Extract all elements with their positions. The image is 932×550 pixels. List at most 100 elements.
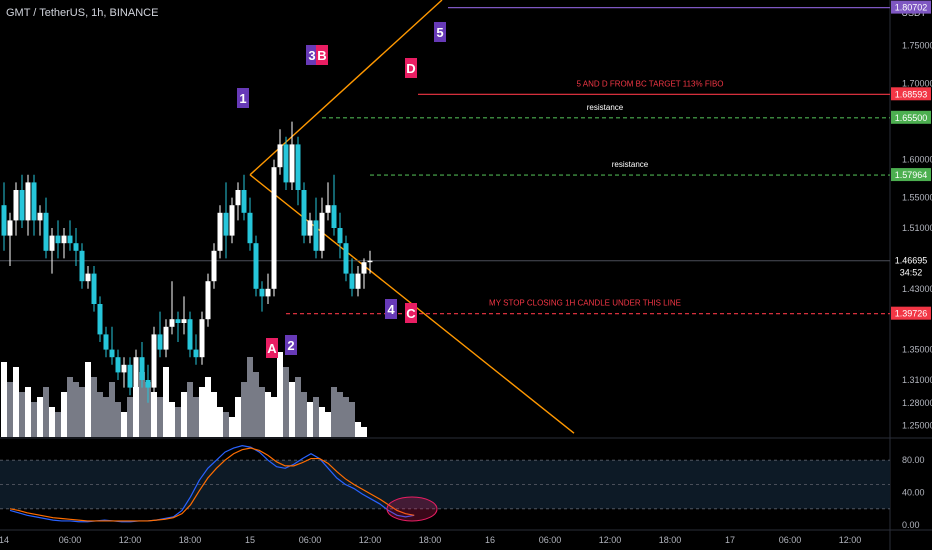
candle-body bbox=[313, 220, 319, 251]
volume-bar bbox=[67, 377, 73, 437]
candle-body bbox=[103, 334, 109, 350]
volume-bar bbox=[271, 397, 277, 437]
wave-label: A bbox=[267, 341, 277, 356]
candle-body bbox=[265, 288, 271, 297]
chart-title: GMT / TetherUS, 1h, BINANCE bbox=[6, 7, 159, 19]
volume-bar bbox=[121, 412, 127, 437]
candle-body bbox=[355, 273, 361, 289]
volume-bar bbox=[25, 387, 31, 437]
volume-bar bbox=[187, 382, 193, 437]
volume-bar bbox=[145, 382, 151, 437]
volume-bar bbox=[115, 402, 121, 437]
candle-body bbox=[247, 212, 253, 244]
last-price-label: 1.46695 bbox=[895, 256, 928, 266]
candle-countdown: 34:52 bbox=[900, 268, 923, 278]
price-tick-label: 1.31000 bbox=[902, 375, 932, 385]
candle-body bbox=[205, 281, 211, 320]
volume-bar bbox=[241, 382, 247, 437]
candle-body bbox=[31, 182, 37, 221]
volume-bar bbox=[205, 377, 211, 437]
time-tick-label: 15 bbox=[245, 535, 255, 545]
volume-bar bbox=[163, 367, 169, 437]
time-tick-label: 18:00 bbox=[659, 535, 682, 545]
candle-body bbox=[19, 190, 25, 221]
level-price-tag bbox=[891, 168, 931, 182]
level-price-label: 1.65500 bbox=[895, 113, 928, 123]
wave-label: 5 bbox=[436, 25, 443, 40]
candle-body bbox=[187, 319, 193, 350]
candle-body bbox=[157, 334, 163, 350]
volume-bar bbox=[13, 367, 19, 437]
candle-body bbox=[337, 228, 343, 244]
stoch-tick-label: 80.00 bbox=[902, 455, 925, 465]
price-tick-label: 1.51000 bbox=[902, 223, 932, 233]
candle-body bbox=[115, 357, 121, 373]
candle-body bbox=[301, 190, 307, 236]
candle-body bbox=[235, 190, 241, 206]
volume-bar bbox=[283, 367, 289, 437]
volume-bar bbox=[349, 402, 355, 437]
level-annotation: MY STOP CLOSING 1H CANDLE UNDER THIS LIN… bbox=[489, 299, 681, 308]
wave-label: 2 bbox=[287, 338, 294, 353]
time-tick-label: 16 bbox=[485, 535, 495, 545]
price-tick-label: 1.28000 bbox=[902, 398, 932, 408]
wave-label-box bbox=[385, 299, 397, 319]
time-tick-label: 14 bbox=[0, 535, 9, 545]
volume-bar bbox=[223, 412, 229, 437]
volume-bar bbox=[325, 412, 331, 437]
candle-body bbox=[145, 380, 151, 388]
wave-label: 4 bbox=[387, 302, 395, 317]
candle-body bbox=[7, 220, 13, 236]
candle-body bbox=[121, 364, 127, 373]
stoch-tick-label: 0.00 bbox=[902, 520, 920, 530]
time-tick-label: 18:00 bbox=[419, 535, 442, 545]
price-tick-label: 1.70000 bbox=[902, 79, 932, 89]
volume-bar bbox=[181, 392, 187, 437]
candle-body bbox=[169, 319, 175, 327]
candle-body bbox=[199, 319, 205, 358]
volume-bar bbox=[265, 392, 271, 437]
candle-body bbox=[217, 212, 223, 251]
wave-label: D bbox=[406, 61, 415, 76]
candle-body bbox=[151, 334, 157, 388]
candle-body bbox=[97, 304, 103, 335]
volume-bar bbox=[1, 362, 7, 437]
volume-bar bbox=[73, 382, 79, 437]
candle-body bbox=[13, 190, 19, 221]
level-price-tag bbox=[891, 306, 931, 320]
volume-bar bbox=[133, 387, 139, 437]
volume-bar bbox=[91, 377, 97, 437]
time-tick-label: 06:00 bbox=[779, 535, 802, 545]
candle-body bbox=[25, 182, 31, 221]
wave-label: B bbox=[317, 48, 326, 63]
time-tick-label: 17 bbox=[725, 535, 735, 545]
wave-label: C bbox=[406, 306, 416, 321]
last-price-tag bbox=[891, 253, 931, 280]
volume-bar bbox=[97, 392, 103, 437]
candle-body bbox=[109, 349, 115, 358]
volume-bar bbox=[103, 397, 109, 437]
volume-bar bbox=[331, 387, 337, 437]
level-price-label: 1.57964 bbox=[895, 170, 928, 180]
volume-bar bbox=[253, 372, 259, 437]
volume-bar bbox=[139, 372, 145, 437]
volume-bar bbox=[259, 387, 265, 437]
level-price-label: 1.80702 bbox=[895, 3, 928, 13]
candle-body bbox=[73, 243, 79, 251]
level-price-label: 1.68593 bbox=[895, 89, 928, 99]
wave-label-box bbox=[285, 335, 297, 355]
volume-bar bbox=[157, 397, 163, 437]
wave-label-box bbox=[405, 58, 417, 78]
candle-body bbox=[61, 235, 67, 244]
candle-body bbox=[289, 144, 295, 183]
volume-bar bbox=[313, 397, 319, 437]
candle-body bbox=[259, 288, 265, 297]
candle-body bbox=[79, 250, 85, 282]
time-tick-label: 06:00 bbox=[299, 535, 322, 545]
volume-bar bbox=[247, 357, 253, 437]
candle-body bbox=[325, 205, 331, 213]
volume-bar bbox=[343, 397, 349, 437]
level-annotation: resistance bbox=[587, 103, 624, 112]
candle-body bbox=[253, 243, 259, 289]
